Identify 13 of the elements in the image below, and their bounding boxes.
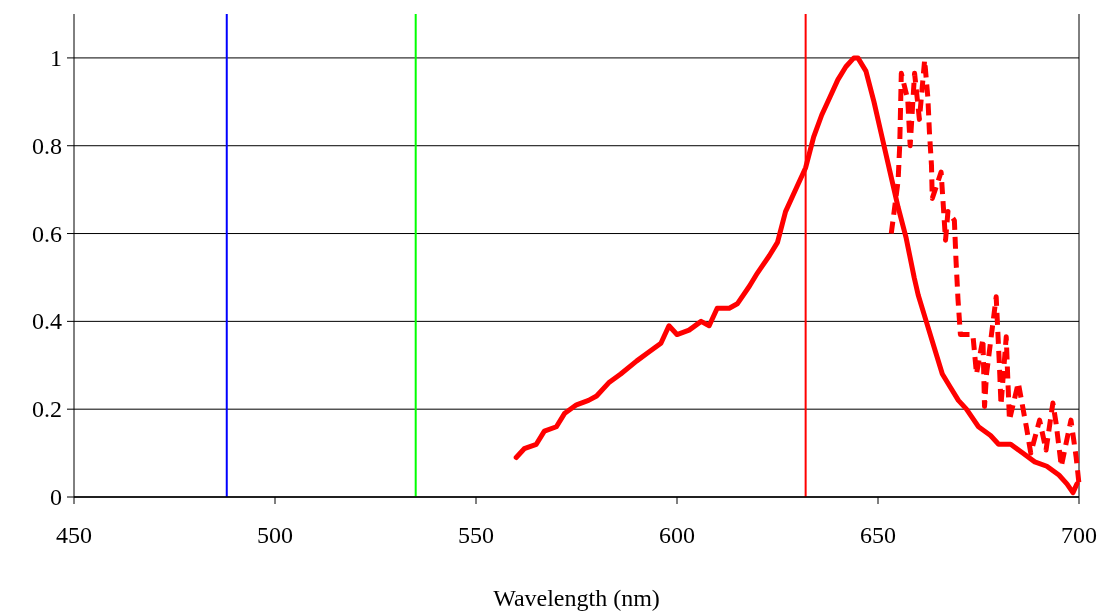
y-tick-label: 0.2 [32, 396, 62, 423]
y-tick-label: 0 [50, 484, 62, 510]
x-tick-label: 500 [257, 522, 293, 548]
y-tick-label: 0.4 [32, 308, 62, 335]
y-tick-label: 0.8 [32, 132, 62, 159]
y-tick-label: 0.6 [32, 220, 62, 247]
x-tick-label: 600 [659, 522, 695, 548]
x-tick-label: 700 [1061, 522, 1097, 548]
x-tick-label: 450 [56, 522, 92, 548]
x-tick-label: 650 [860, 522, 896, 548]
x-axis-title: Wavelength (nm) [493, 585, 660, 611]
x-tick-label: 550 [458, 522, 494, 548]
y-tick-label: 1 [50, 44, 62, 71]
